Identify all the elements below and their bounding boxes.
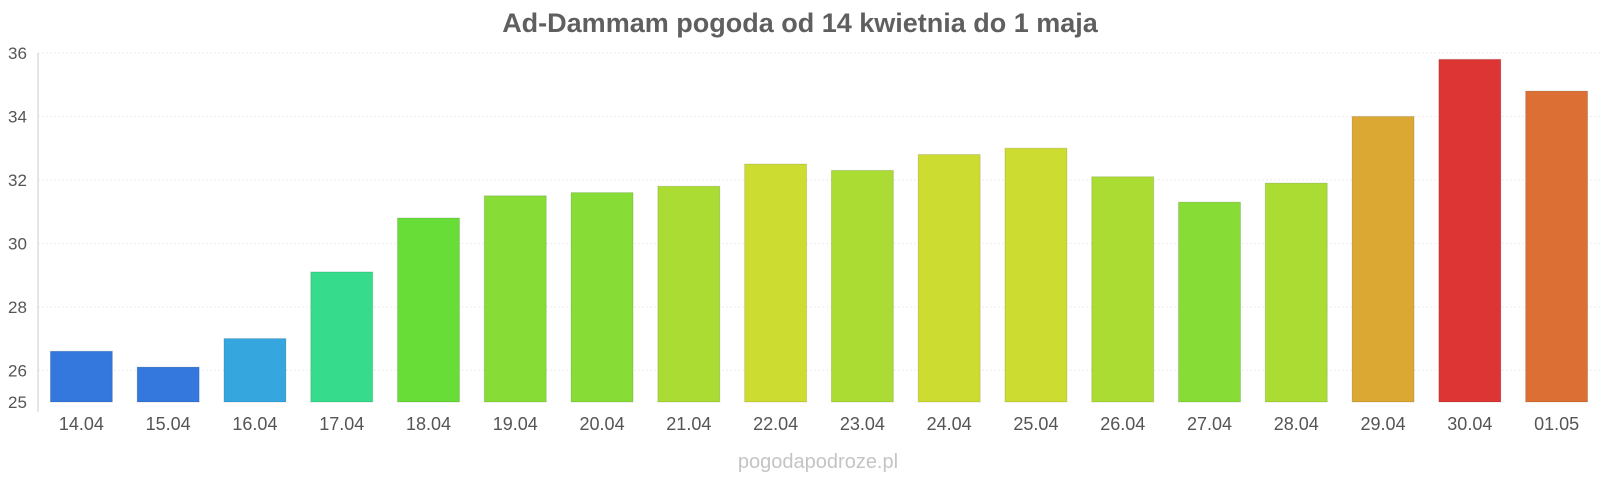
x-tick-label: 25.04 — [1013, 414, 1058, 434]
x-tick-label: 28.04 — [1274, 414, 1319, 434]
x-tick-label: 21.04 — [666, 414, 711, 434]
watermark: pogodapodroze.pl — [738, 451, 898, 473]
bar-22.04 — [744, 163, 808, 403]
bar-28.04 — [1264, 182, 1328, 403]
x-tick-label: 20.04 — [580, 414, 625, 434]
x-tick-label: 24.04 — [927, 414, 972, 434]
x-tick-label: 30.04 — [1447, 414, 1492, 434]
x-axis-ticks: 14.04 15.04 16.04 17.04 18.04 19.04 20.04 21.04… — [59, 414, 1579, 434]
x-tick-label: 01.05 — [1534, 414, 1579, 434]
x-tick-label: 14.04 — [59, 414, 104, 434]
bar-23.04 — [830, 169, 894, 403]
bar-24.04 — [917, 154, 981, 403]
bar-25.04 — [1004, 147, 1068, 403]
y-tick-label: 26 — [8, 361, 27, 380]
bars — [49, 58, 1589, 403]
gridlines — [38, 52, 1600, 371]
bar-19.04 — [483, 195, 547, 403]
bar-29.04 — [1351, 115, 1415, 403]
chart-title: Ad-Dammam pogoda od 14 kwietnia do 1 maj… — [502, 8, 1099, 38]
x-tick-label: 19.04 — [493, 414, 538, 434]
x-tick-label: 22.04 — [753, 414, 798, 434]
bar-30.04 — [1438, 58, 1502, 403]
x-tick-label: 16.04 — [232, 414, 277, 434]
bar-14.04 — [49, 350, 113, 403]
bar-17.04 — [310, 271, 374, 403]
bar-01.05 — [1525, 90, 1589, 403]
x-tick-label: 27.04 — [1187, 414, 1232, 434]
x-tick-label: 18.04 — [406, 414, 451, 434]
y-tick-label: 34 — [8, 107, 27, 126]
y-tick-label: 36 — [8, 44, 27, 63]
bar-16.04 — [223, 338, 287, 403]
x-tick-label: 29.04 — [1361, 414, 1406, 434]
y-tick-label: 28 — [8, 298, 27, 317]
y-tick-label: 25 — [8, 393, 27, 412]
bar-26.04 — [1091, 176, 1155, 403]
bar-20.04 — [570, 192, 634, 403]
x-tick-label: 15.04 — [146, 414, 191, 434]
bar-18.04 — [397, 217, 460, 403]
bar-21.04 — [657, 185, 721, 403]
y-tick-label: 30 — [8, 234, 27, 253]
y-tick-label: 32 — [8, 171, 27, 190]
x-tick-label: 23.04 — [840, 414, 885, 434]
bar-15.04 — [136, 366, 200, 403]
y-axis-ticks: 25 26 28 30 32 34 36 — [8, 44, 27, 412]
x-tick-label: 26.04 — [1100, 414, 1145, 434]
bar-27.04 — [1178, 201, 1241, 403]
x-tick-label: 17.04 — [319, 414, 364, 434]
